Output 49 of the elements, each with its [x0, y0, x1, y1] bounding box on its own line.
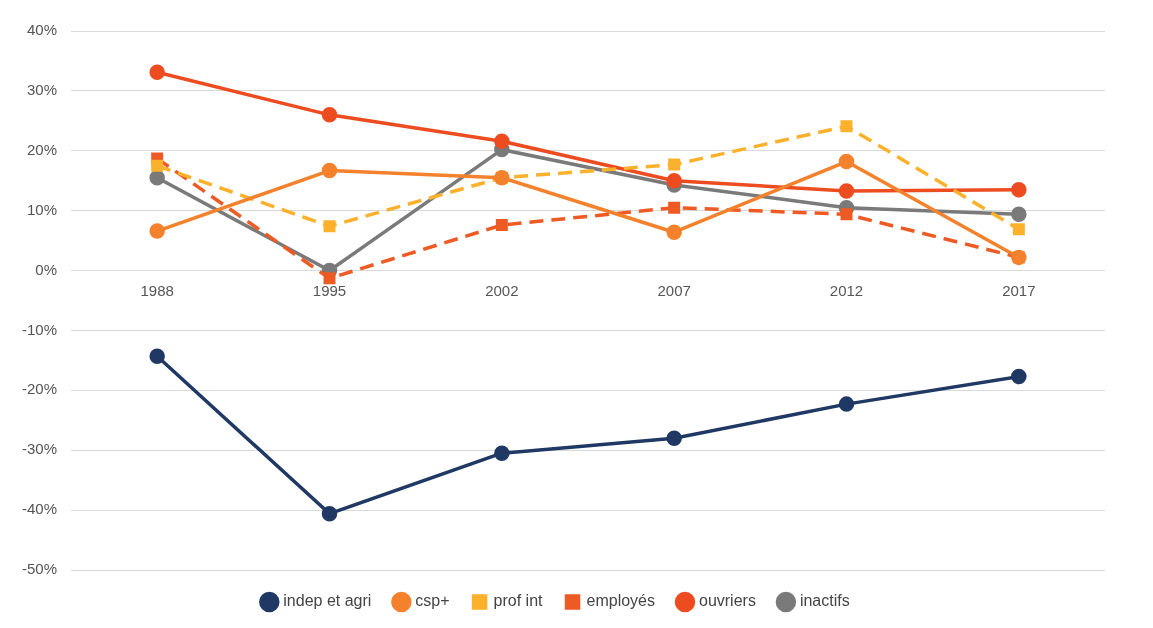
x-tick-label: 1988 [140, 281, 174, 299]
legend-label: indep et agri [283, 592, 372, 610]
y-tick-label: -30% [21, 440, 58, 458]
point [149, 169, 165, 186]
x-tick-label: 2002 [485, 281, 519, 299]
x-tick-label: 2007 [657, 281, 691, 299]
point [666, 172, 682, 189]
point [149, 348, 165, 364]
point [840, 208, 853, 221]
y-tick-label: 0% [35, 260, 58, 278]
point [1011, 368, 1027, 385]
point [323, 272, 336, 285]
point [668, 201, 681, 214]
y-tick-label: -40% [21, 500, 58, 518]
legend-label: inactifs [799, 592, 850, 610]
point [1012, 223, 1025, 236]
point [495, 219, 508, 232]
point [149, 64, 165, 81]
point [1011, 206, 1027, 223]
x-tick-label: 1995 [312, 281, 347, 299]
x-tick-label: 2017 [1002, 281, 1036, 299]
y-tick-label: 40% [26, 21, 58, 39]
point [494, 445, 510, 461]
point [668, 158, 681, 171]
point [323, 220, 336, 233]
y-tick-label: -20% [21, 380, 58, 398]
point [840, 120, 853, 133]
point [666, 224, 682, 240]
y-tick-label: -50% [21, 560, 58, 578]
point [149, 223, 165, 239]
point [321, 162, 338, 179]
point [838, 183, 855, 199]
point [666, 430, 682, 446]
point [151, 159, 164, 172]
legend-label: csp+ [415, 592, 450, 610]
y-tick-label: 20% [26, 140, 58, 158]
x-tick-label: 2012 [829, 281, 864, 299]
legend-label: prof int [493, 592, 544, 610]
point [838, 153, 855, 170]
y-tick-label: 10% [26, 200, 58, 218]
y-tick-label: 30% [26, 81, 58, 99]
point [1011, 181, 1027, 198]
legend-label: employés [586, 592, 655, 610]
legend-label: ouvriers [699, 592, 756, 610]
point [838, 396, 855, 412]
point [494, 133, 510, 149]
y-tick-label: -10% [21, 320, 58, 338]
point [321, 107, 338, 123]
point [321, 505, 338, 522]
